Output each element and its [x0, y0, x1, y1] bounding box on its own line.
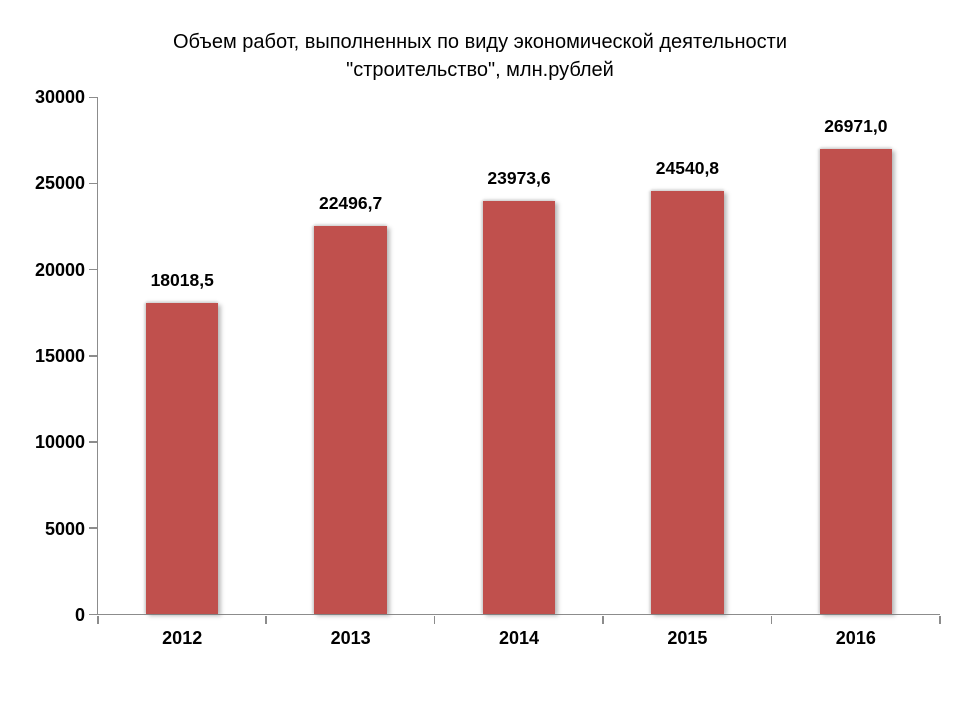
x-axis-labels: 2012 2013 2014 2015 2016 [98, 628, 940, 649]
bar [651, 191, 724, 614]
bar-value-label: 23973,6 [487, 167, 551, 188]
bar-group: 23973,6 [435, 97, 603, 614]
y-axis-tick [89, 96, 97, 98]
bar-series: 18018,5 22496,7 23973,6 24540,8 26971,0 [98, 97, 940, 614]
bar-group: 24540,8 [603, 97, 771, 614]
chart-title-line-2: "строительство", млн.рублей [346, 59, 614, 81]
y-axis-tick [89, 355, 97, 357]
y-axis-tick [89, 527, 97, 529]
bar-value-label: 24540,8 [655, 158, 720, 179]
bar-group: 22496,7 [266, 97, 434, 614]
x-axis-tick [97, 616, 99, 624]
chart-title-line-1: Объем работ, выполненных по виду экономи… [173, 31, 787, 53]
x-axis-tick [265, 616, 267, 624]
y-tick-label: 10000 [34, 432, 85, 453]
x-tick-label: 2012 [162, 628, 203, 648]
bar [314, 226, 387, 614]
bar [819, 149, 893, 614]
x-axis-tick [939, 616, 941, 624]
x-tick-label: 2015 [667, 628, 708, 648]
x-axis-tick [433, 616, 436, 624]
bar-group: 26971,0 [772, 97, 940, 614]
bar-value-label: 18018,5 [150, 270, 214, 291]
chart-area: 0 5000 10000 15000 20000 25000 30000 18018,5 22… [0, 87, 941, 648]
y-tick-label: 20000 [34, 259, 85, 280]
y-axis-tick [89, 613, 97, 615]
y-tick-label: 15000 [34, 346, 85, 366]
bar-value-label: 26971,0 [824, 116, 888, 137]
y-axis-tick [89, 441, 97, 443]
x-tick-label: 2016 [835, 628, 876, 648]
x-tick-label: 2013 [330, 628, 371, 648]
bar [482, 200, 556, 614]
bar-value-label: 22496,7 [318, 193, 383, 214]
chart-title: Объем работ, выполненных по виду экономи… [0, 28, 960, 84]
x-axis-tick [602, 616, 604, 624]
x-axis-tick [770, 616, 773, 624]
y-axis-tick [89, 182, 97, 185]
bar-group: 18018,5 [98, 97, 266, 614]
y-axis-tick [89, 268, 97, 271]
y-tick-label: 30000 [34, 87, 85, 107]
y-tick-label: 5000 [44, 518, 85, 539]
x-tick-label: 2014 [498, 628, 540, 648]
plot-area: 18018,5 22496,7 23973,6 24540,8 26971,0 2012… [89, 96, 941, 648]
y-tick-label: 25000 [34, 173, 85, 194]
y-tick-label: 0 [74, 605, 85, 625]
bar [146, 303, 219, 614]
